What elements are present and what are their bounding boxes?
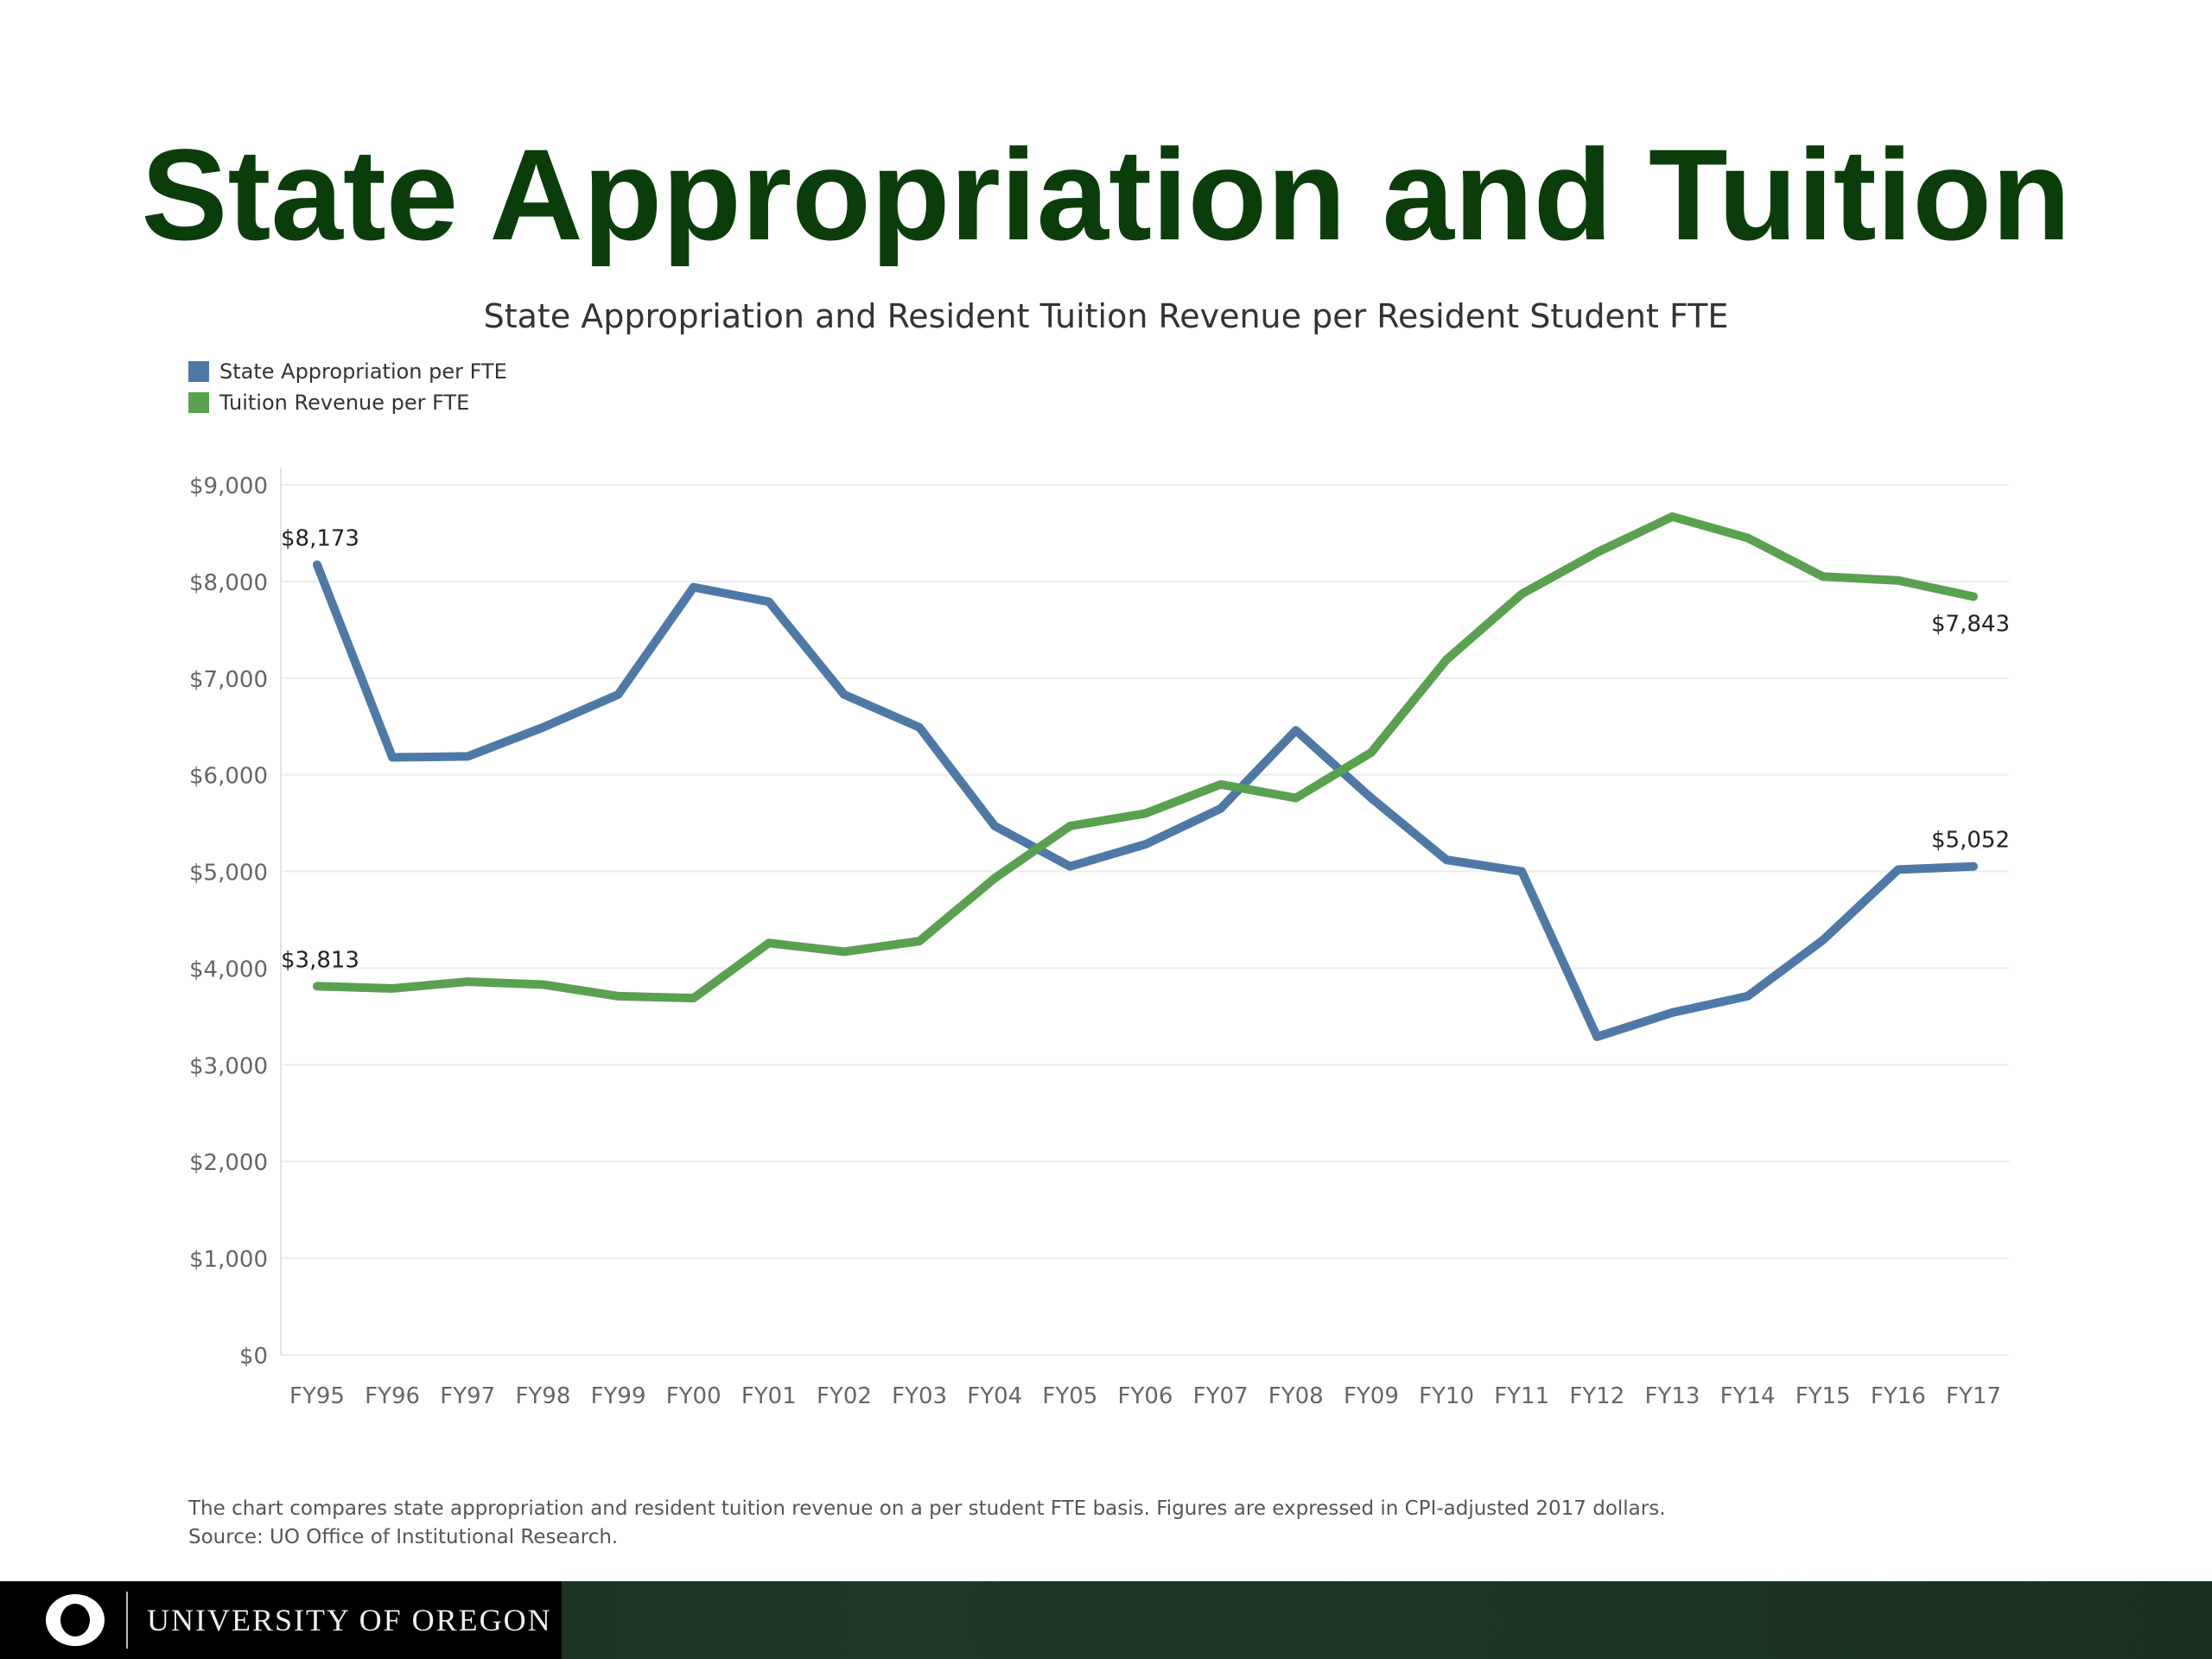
footer-bar: UNIVERSITY OF OREGON <box>0 1581 2212 1659</box>
chart-title: State Appropriation and Resident Tuition… <box>483 297 1729 335</box>
legend-swatch-tuition-revenue <box>188 392 209 413</box>
x-tick-label: FY08 <box>1268 1383 1324 1409</box>
data-label: $3,813 <box>281 947 359 973</box>
chart-legend: State Appropriation per FTE Tuition Reve… <box>188 356 507 418</box>
footnote-description: The chart compares state appropriation a… <box>188 1497 1666 1520</box>
uo-o-logo-icon <box>46 1594 105 1646</box>
x-tick-label: FY01 <box>741 1383 797 1409</box>
legend-swatch-state-appropriation <box>188 361 209 382</box>
footer-wordmark: UNIVERSITY OF OREGON <box>147 1603 552 1637</box>
x-tick-label: FY99 <box>591 1383 646 1409</box>
x-tick-label: FY07 <box>1193 1383 1249 1409</box>
x-tick-label: FY97 <box>440 1383 495 1409</box>
x-tick-label: FY98 <box>515 1383 570 1409</box>
series-line-tuition-revenue <box>313 512 1978 1003</box>
x-tick-label: FY96 <box>365 1383 420 1409</box>
slide-title: State Appropriation and Tuition <box>141 122 2071 267</box>
footer-divider <box>126 1592 128 1649</box>
y-tick-label: $9,000 <box>189 474 268 499</box>
x-tick-label: FY12 <box>1569 1383 1624 1409</box>
x-tick-label: FY11 <box>1494 1383 1549 1409</box>
legend-label-tuition-revenue: Tuition Revenue per FTE <box>219 391 470 415</box>
legend-item-state-appropriation: State Appropriation per FTE <box>188 356 507 387</box>
x-tick-label: FY15 <box>1796 1383 1851 1409</box>
y-tick-label: $6,000 <box>189 764 268 790</box>
chart-footnote: The chart compares state appropriation a… <box>188 1495 1666 1552</box>
x-tick-label: FY13 <box>1644 1383 1700 1409</box>
line-chart: $0 $1,000 $2,000 $3,000 $4,000 $5,000 $6,000 $7… <box>189 467 2010 1409</box>
x-tick-label: FY10 <box>1419 1383 1474 1409</box>
x-tick-label: FY00 <box>666 1383 721 1409</box>
data-label: $5,052 <box>1931 828 2010 854</box>
y-tick-label: $2,000 <box>189 1150 268 1176</box>
legend-label-state-appropriation: State Appropriation per FTE <box>219 359 507 384</box>
footer-logo: UNIVERSITY OF OREGON <box>0 1581 562 1659</box>
y-tick-label: $8,000 <box>189 570 268 596</box>
x-tick-label: FY95 <box>289 1383 345 1409</box>
x-tick-label: FY09 <box>1344 1383 1399 1409</box>
x-tick-label: FY16 <box>1871 1383 1926 1409</box>
footnote-source: Source: UO Office of Institutional Resea… <box>188 1526 619 1548</box>
x-tick-label: FY04 <box>967 1383 1022 1409</box>
x-tick-label: FY06 <box>1118 1383 1173 1409</box>
y-tick-label: $7,000 <box>189 667 268 693</box>
legend-item-tuition-revenue: Tuition Revenue per FTE <box>188 387 507 418</box>
data-label: $8,173 <box>281 526 359 552</box>
x-tick-label: FY17 <box>1946 1383 2001 1409</box>
y-tick-label: $4,000 <box>189 957 268 982</box>
data-label: $7,843 <box>1931 611 2010 637</box>
x-tick-label: FY03 <box>892 1383 947 1409</box>
x-tick-label: FY14 <box>1720 1383 1776 1409</box>
y-tick-label: $5,000 <box>189 861 268 887</box>
y-tick-label: $1,000 <box>189 1247 268 1273</box>
y-tick-label: $0 <box>239 1344 268 1370</box>
x-tick-label: FY05 <box>1042 1383 1097 1409</box>
y-tick-label: $3,000 <box>189 1053 268 1079</box>
x-tick-label: FY02 <box>817 1383 872 1409</box>
series-line-state-appropriation <box>313 560 1978 1041</box>
